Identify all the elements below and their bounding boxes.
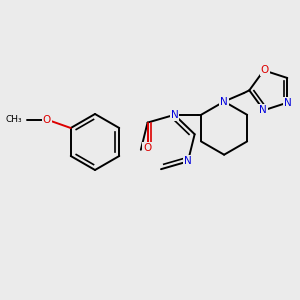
Text: N: N (171, 110, 178, 120)
Text: O: O (261, 65, 269, 75)
Text: O: O (43, 115, 51, 124)
Text: O: O (143, 143, 152, 153)
Text: N: N (284, 98, 292, 108)
Text: N: N (259, 105, 267, 115)
Text: CH₃: CH₃ (6, 115, 22, 124)
Text: N: N (184, 156, 192, 167)
Text: N: N (220, 97, 228, 106)
